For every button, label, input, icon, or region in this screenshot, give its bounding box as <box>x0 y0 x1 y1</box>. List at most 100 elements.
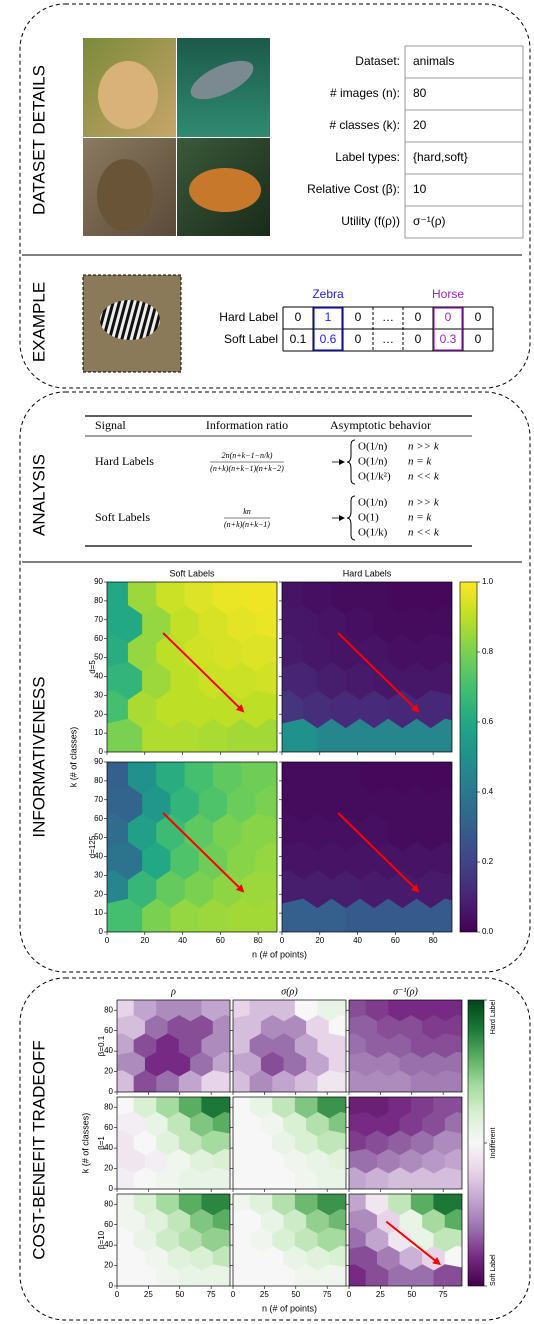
hex-cell <box>282 870 304 909</box>
image-detail <box>97 159 153 231</box>
ratio-numerator: 2n(n+k−1−n/k) <box>222 451 273 460</box>
y-tick-label: 70 <box>94 615 103 624</box>
hex-cell <box>227 661 257 701</box>
cases-brace <box>346 439 356 485</box>
hex-cell <box>107 633 129 673</box>
table-value: σ⁻¹(ρ) <box>413 214 446 228</box>
hex-cell <box>282 718 318 752</box>
hex-cell <box>282 898 318 932</box>
x-tick-label: 50 <box>291 1290 300 1299</box>
row-title: d=125 <box>88 835 97 858</box>
table-label: Label types: <box>335 150 400 164</box>
hex-cell <box>241 870 277 909</box>
hex-cell <box>317 1264 346 1286</box>
row-title: β=1 <box>97 1136 106 1150</box>
class-label: Zebra <box>312 287 344 301</box>
hex-cell <box>178 1227 203 1253</box>
hex-cell <box>117 1167 135 1189</box>
hex-cell <box>133 1070 157 1092</box>
y-tick-label: 40 <box>94 852 103 861</box>
hex-cell <box>282 605 318 644</box>
hex-cell <box>376 1112 401 1138</box>
hex-cell <box>349 1051 378 1077</box>
y-tick-label: 60 <box>104 1123 113 1132</box>
hex-cell <box>156 1167 180 1189</box>
hex-cell <box>272 1227 296 1253</box>
hex-cell <box>317 841 347 881</box>
cell-value: 0 <box>355 310 362 324</box>
hex-cell <box>272 1000 296 1022</box>
hex-cell <box>249 1130 273 1156</box>
ratio-denominator: (n+k)(n+k−1) <box>224 520 270 529</box>
panel-frame <box>116 1193 231 1287</box>
hex-cell <box>156 1227 180 1253</box>
hex-cell <box>227 898 257 932</box>
hex-cell <box>156 870 186 909</box>
hex-cell <box>345 898 375 932</box>
hex-cell <box>388 1227 412 1253</box>
hex-cell <box>117 1051 146 1077</box>
hex-cell <box>317 718 347 752</box>
table-label: Relative Cost (β): <box>307 182 400 196</box>
hex-cell <box>331 690 361 729</box>
y-tick-label: 60 <box>104 1220 113 1229</box>
hex-cell <box>282 633 304 673</box>
hex-cell <box>178 1167 203 1189</box>
hex-cell <box>349 1148 378 1174</box>
hex-cell <box>444 1148 462 1174</box>
hex-cell <box>402 898 432 932</box>
y-tick-label: 30 <box>94 690 103 699</box>
hex-cell <box>433 1130 462 1156</box>
hex-cell <box>283 1112 307 1138</box>
y-tick-label: 80 <box>104 1199 113 1208</box>
hex-cell <box>167 1015 191 1041</box>
hex-cell <box>283 1051 307 1077</box>
hex-cell <box>282 690 304 729</box>
hex-cell <box>212 1015 230 1041</box>
hex-cell <box>430 718 452 752</box>
hex-cell <box>233 1051 262 1077</box>
x-tick-label: 60 <box>216 936 225 945</box>
hex-cell <box>212 813 242 853</box>
hex-cell <box>201 1227 230 1253</box>
hex-cell <box>133 1097 157 1119</box>
hexbin-panel <box>107 762 277 932</box>
hex-cell <box>302 690 332 729</box>
x-tick-label: 75 <box>323 1290 332 1299</box>
hex-cell <box>373 785 403 824</box>
y-tick-label: 20 <box>94 889 103 898</box>
panel-frame <box>281 761 453 933</box>
hex-cell <box>133 1167 157 1189</box>
hex-cell <box>255 605 277 644</box>
hex-cell <box>117 1000 135 1022</box>
panel-frame <box>106 581 278 753</box>
highlight-box <box>313 307 343 351</box>
case-condition: n = k <box>408 456 432 468</box>
hex-cell <box>410 1167 435 1189</box>
section-label: ANALYSIS <box>29 454 48 536</box>
hexbin-panel <box>117 1194 230 1286</box>
hex-cell <box>190 1148 214 1174</box>
hex-cell <box>317 1130 346 1156</box>
hex-cell <box>422 1209 446 1235</box>
hex-cell <box>156 582 186 616</box>
y-tick-label: 60 <box>94 634 103 643</box>
hex-cell <box>249 1227 273 1253</box>
y-tick-label: 40 <box>104 1240 113 1249</box>
hex-cell <box>167 1245 191 1271</box>
hex-cell <box>294 1033 319 1059</box>
y-tick-label: 20 <box>104 1067 113 1076</box>
hex-cell <box>272 1033 296 1059</box>
hex-cell <box>306 1148 330 1174</box>
hex-cell <box>328 1209 346 1235</box>
hex-cell <box>201 1167 230 1189</box>
x-axis-label: n (# of points) <box>262 1303 317 1313</box>
hex-cell <box>306 1245 330 1271</box>
colorbar-label: 1.0 <box>482 577 494 586</box>
hex-cell <box>359 690 389 729</box>
hex-cell <box>359 582 389 616</box>
panel-frame <box>116 1096 231 1190</box>
dataset-images <box>83 38 270 236</box>
hex-cell <box>272 1130 296 1156</box>
